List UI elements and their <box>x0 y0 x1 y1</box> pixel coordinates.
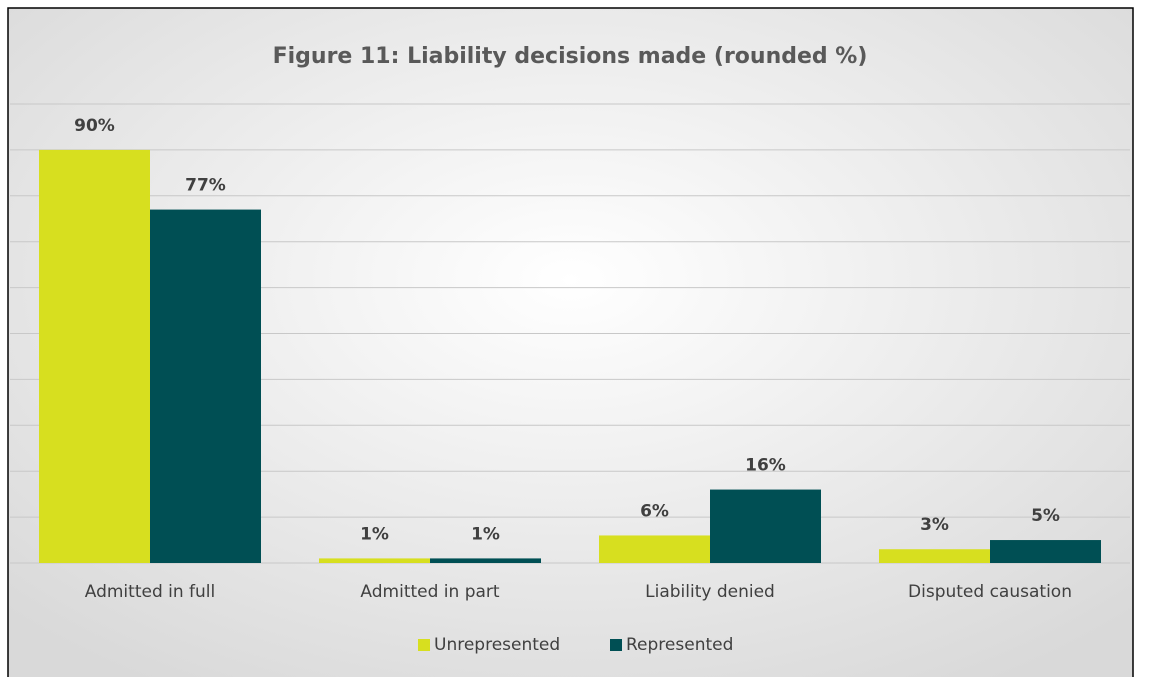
bar <box>710 489 821 563</box>
legend-swatch <box>610 639 622 651</box>
value-label: 1% <box>471 524 500 544</box>
chart-title: Figure 11: Liability decisions made (rou… <box>273 44 868 69</box>
bar <box>879 549 990 563</box>
legend-label: Unrepresented <box>434 635 560 655</box>
value-label: 5% <box>1031 506 1060 526</box>
legend-swatch <box>418 639 430 651</box>
bar <box>430 558 541 563</box>
bar <box>150 209 261 563</box>
x-tick-label: Disputed causation <box>908 582 1072 602</box>
x-tick-label: Admitted in part <box>360 582 499 602</box>
value-label: 90% <box>74 116 115 136</box>
value-label: 6% <box>640 501 669 521</box>
legend-label: Represented <box>626 635 733 655</box>
value-label: 16% <box>745 456 786 476</box>
bar <box>319 558 430 563</box>
value-label: 3% <box>920 515 949 535</box>
x-tick-label: Admitted in full <box>85 582 216 602</box>
bar <box>990 540 1101 563</box>
bar <box>39 149 150 563</box>
bar <box>599 535 710 563</box>
value-label: 1% <box>360 524 389 544</box>
value-label: 77% <box>185 176 226 196</box>
x-tick-label: Liability denied <box>645 582 775 602</box>
